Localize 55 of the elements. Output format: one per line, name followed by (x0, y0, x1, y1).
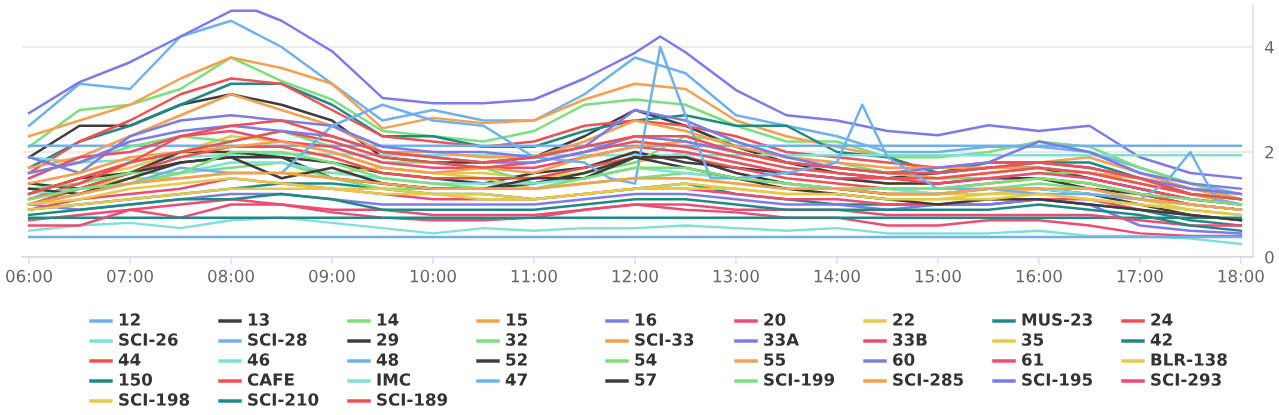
legend-label: 29 (377, 333, 399, 346)
x-tick-label: 18:00 (1218, 269, 1264, 283)
legend-label: BLR-138 (1151, 353, 1227, 366)
legend-label: 33A (764, 333, 800, 346)
x-tick-label: 06:00 (6, 269, 52, 283)
legend-label: 20 (764, 313, 786, 326)
legend-label: 15 (506, 313, 528, 326)
legend-label: CAFE (247, 373, 294, 386)
x-tick-label: 16:00 (1016, 269, 1062, 283)
legend-label: SCI-33 (635, 333, 694, 346)
legend-label: 22 (893, 313, 914, 326)
legend-label: SCI-28 (248, 333, 307, 346)
legend-label: SCI-293 (1151, 373, 1221, 386)
legend-label: 12 (119, 313, 140, 326)
x-tick-label: 13:00 (713, 269, 759, 283)
legend-label: 47 (505, 373, 527, 386)
legend-label: SCI-189 (377, 393, 448, 406)
legend-label: 52 (506, 353, 527, 366)
legend-label: 24 (1151, 313, 1173, 326)
legend-label: SCI-210 (248, 393, 319, 406)
x-tick-label: 09:00 (309, 269, 355, 283)
legend-label: 32 (506, 333, 527, 346)
legend-label: 16 (635, 313, 657, 326)
y-tick-label: 0 (1265, 250, 1274, 264)
legend-label: 46 (247, 353, 270, 366)
legend-label: 35 (1022, 333, 1044, 346)
x-tick-label: 07:00 (107, 269, 153, 283)
legend-label: 61 (1022, 353, 1044, 366)
legend-label: SCI-195 (1022, 373, 1092, 386)
x-tick-label: 10:00 (410, 269, 456, 283)
legend-label: 54 (635, 353, 657, 366)
legend-label: SCI-285 (893, 373, 963, 386)
legend-label: IMC (377, 373, 410, 386)
legend-label: MUS-23 (1022, 313, 1092, 326)
legend-label: 14 (377, 313, 399, 326)
x-tick-label: 11:00 (511, 269, 557, 283)
legend-label: 48 (376, 353, 399, 366)
x-tick-label: 12:00 (612, 269, 658, 283)
legend-label: 42 (1150, 333, 1172, 346)
y-tick-label: 4 (1264, 41, 1274, 54)
x-tick-label: 08:00 (208, 269, 254, 283)
x-tick-label: 17:00 (1117, 269, 1163, 283)
x-tick-label: 15:00 (915, 269, 961, 283)
legend-label: 55 (764, 353, 786, 366)
x-tick-label: 14:00 (814, 269, 860, 283)
legend-label: 33B (893, 333, 927, 346)
legend-label: 57 (635, 373, 656, 386)
legend-label: SCI-198 (119, 393, 190, 406)
legend-label: 44 (118, 353, 141, 366)
legend-label: 60 (893, 353, 915, 366)
y-tick-label: 2 (1265, 145, 1274, 159)
legend-label: 150 (119, 373, 152, 386)
legend-label: SCI-199 (764, 373, 835, 386)
legend-label: 13 (248, 313, 269, 326)
legend-label: SCI-26 (119, 333, 178, 346)
